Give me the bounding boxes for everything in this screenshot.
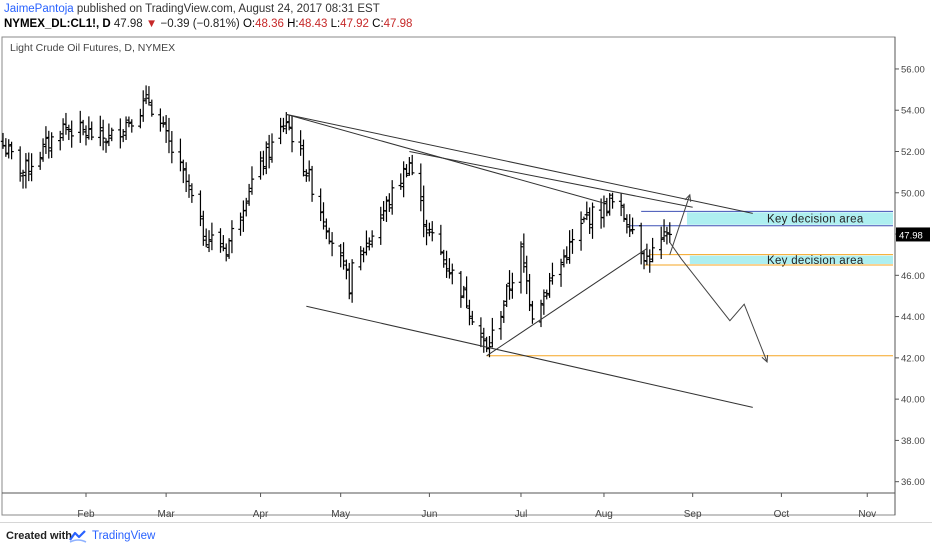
time-tick-label: Nov — [858, 509, 876, 520]
high-value: 48.43 — [298, 18, 328, 30]
price-change: −0.39 (−0.81%) — [160, 18, 240, 30]
open-value: 48.36 — [255, 18, 284, 30]
symbol-line: NYMEX_DL:CL1!, D 47.98 ▼ −0.39 (−0.81%) … — [4, 17, 928, 32]
rising-support-line — [486, 248, 648, 357]
price-tick-label: 36.00 — [901, 477, 925, 488]
price-tick-label: 50.00 — [901, 188, 925, 199]
time-tick-label: Jul — [515, 509, 528, 520]
time-tick-label: Mar — [158, 509, 176, 520]
chart-frame — [1, 36, 896, 516]
time-tick-label: May — [331, 509, 350, 520]
price-tick-label: 52.00 — [901, 147, 925, 158]
last-price-badge-label: 47.98 — [899, 230, 923, 241]
last-price-badge — [896, 227, 930, 242]
low-value: 47.92 — [340, 18, 369, 30]
time-tick-label: Apr — [253, 509, 269, 520]
bullish-path-arrow-head — [684, 193, 692, 202]
price-tick-label: 56.00 — [901, 64, 925, 75]
symbol-label[interactable]: NYMEX_DL:CL1!, D — [4, 18, 111, 30]
lower-channel-line — [306, 305, 753, 408]
price-chart[interactable]: Light Crude Oil Futures, D, NYMEX Key de… — [0, 0, 932, 522]
lower-key-zone — [689, 255, 893, 264]
time-tick-label: Jun — [421, 509, 437, 520]
footer-bar: Created with TradingView — [0, 522, 932, 551]
bullish-path-arrow — [669, 194, 691, 255]
last-price: 47.98 — [113, 18, 143, 30]
close-label: C: — [372, 18, 384, 30]
chart-title: Light Crude Oil Futures, D, NYMEX — [10, 42, 175, 54]
created-with-text: Created with — [6, 530, 73, 542]
price-tick-label: 42.00 — [901, 353, 925, 364]
open-label: O: — [242, 18, 256, 30]
publish-info: published on TradingView.com, August 24,… — [76, 3, 380, 15]
price-tick-label: 46.00 — [901, 271, 925, 282]
publish-line: JaimePantoja published on TradingView.co… — [4, 2, 928, 17]
price-tick-label: 38.00 — [901, 436, 925, 447]
time-tick-label: Aug — [595, 509, 613, 520]
tradingview-brand-link[interactable]: TradingView — [92, 530, 156, 542]
price-tick-label: 44.00 — [901, 312, 925, 323]
bearish-path-arrow — [669, 242, 768, 363]
high-label: H: — [287, 18, 299, 30]
close-value: 47.98 — [383, 18, 413, 30]
upper-wedge-line — [286, 113, 753, 214]
wedge-apex-line — [409, 151, 693, 208]
low-label: L: — [330, 18, 341, 30]
time-tick-label: Oct — [774, 509, 790, 520]
time-tick-label: Sep — [684, 509, 702, 520]
author-link[interactable]: JaimePantoja — [4, 3, 74, 15]
chart-header: JaimePantoja published on TradingView.co… — [4, 2, 928, 34]
upper-key-zone-label: Key decision area — [767, 214, 864, 226]
price-tick-label: 40.00 — [901, 395, 925, 406]
time-tick-label: Feb — [77, 509, 95, 520]
change-down-icon: ▼ — [145, 18, 158, 30]
upper-key-zone — [686, 212, 893, 225]
lower-key-zone-label: Key decision area — [767, 255, 864, 267]
price-tick-label: 54.00 — [901, 106, 925, 117]
bearish-path-arrow-head — [761, 354, 769, 364]
tradingview-logo-icon — [69, 530, 87, 543]
